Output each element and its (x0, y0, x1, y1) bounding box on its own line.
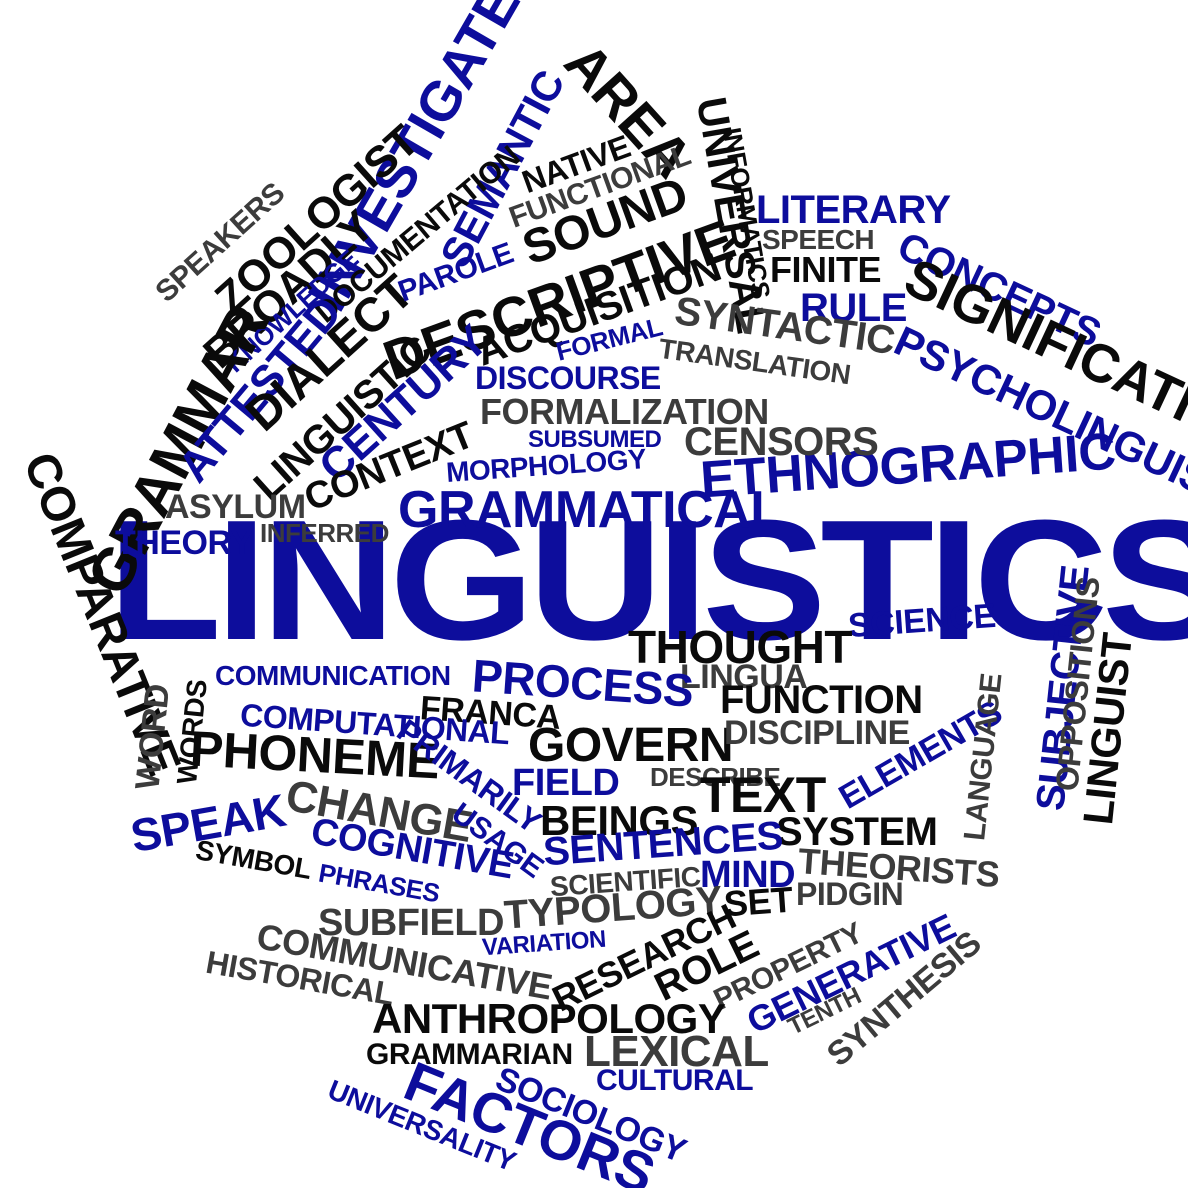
word-discipline: DISCIPLINE (724, 714, 910, 752)
word-cultural: CULTURAL (596, 1064, 754, 1097)
word-language: LANGUAGE (958, 671, 1009, 843)
word-system: SYSTEM (776, 810, 938, 854)
word-theory: THEORY (115, 524, 253, 562)
word-communication: COMMUNICATION (215, 660, 451, 691)
word-anthropology: ANTHROPOLOGY (372, 995, 726, 1042)
word-lingua: LINGUA (680, 658, 808, 696)
word-text: TEXT (700, 767, 826, 823)
word-censors: CENSORS (684, 420, 879, 464)
word-variation: VARIATION (481, 925, 607, 962)
word-finite: FINITE (770, 249, 882, 290)
word-grammatical: GRAMMATICAL (398, 481, 782, 539)
word-formalization: FORMALIZATION (480, 391, 769, 432)
word-pidgin: PIDGIN (796, 876, 904, 912)
word-speech: SPEECH (762, 224, 875, 255)
word-beings: BEINGS (540, 797, 699, 844)
word-grammarian: GRAMMARIAN (366, 1038, 573, 1071)
word-symbol: SYMBOL (193, 834, 314, 885)
word-field: FIELD (512, 762, 620, 804)
word-linguistics: LINGUISTICS (108, 485, 1188, 676)
word-describe: DESCRIBE (650, 762, 781, 792)
word-function: FUNCTION (720, 678, 923, 722)
word-discourse: DISCOURSE (475, 360, 661, 396)
word-inferred: INFERRED (260, 518, 389, 548)
word-literary: LITERARY (756, 188, 951, 232)
word-subsumed: SUBSUMED (528, 426, 662, 453)
word-mind: MIND (700, 854, 796, 896)
word-subfield: SUBFIELD (318, 902, 505, 944)
word-asylum: ASYLUM (165, 488, 306, 526)
word-rule: RULE (800, 286, 907, 330)
word-thought: THOUGHT (628, 621, 852, 673)
word-lexical: LEXICAL (584, 1027, 769, 1076)
word-word: WORD (128, 682, 178, 792)
word-govern: GOVERN (528, 719, 734, 772)
